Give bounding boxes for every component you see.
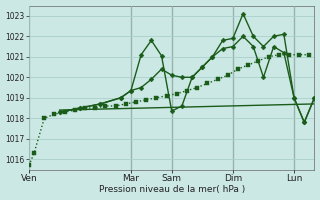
X-axis label: Pression niveau de la mer( hPa ): Pression niveau de la mer( hPa ) [99,185,245,194]
